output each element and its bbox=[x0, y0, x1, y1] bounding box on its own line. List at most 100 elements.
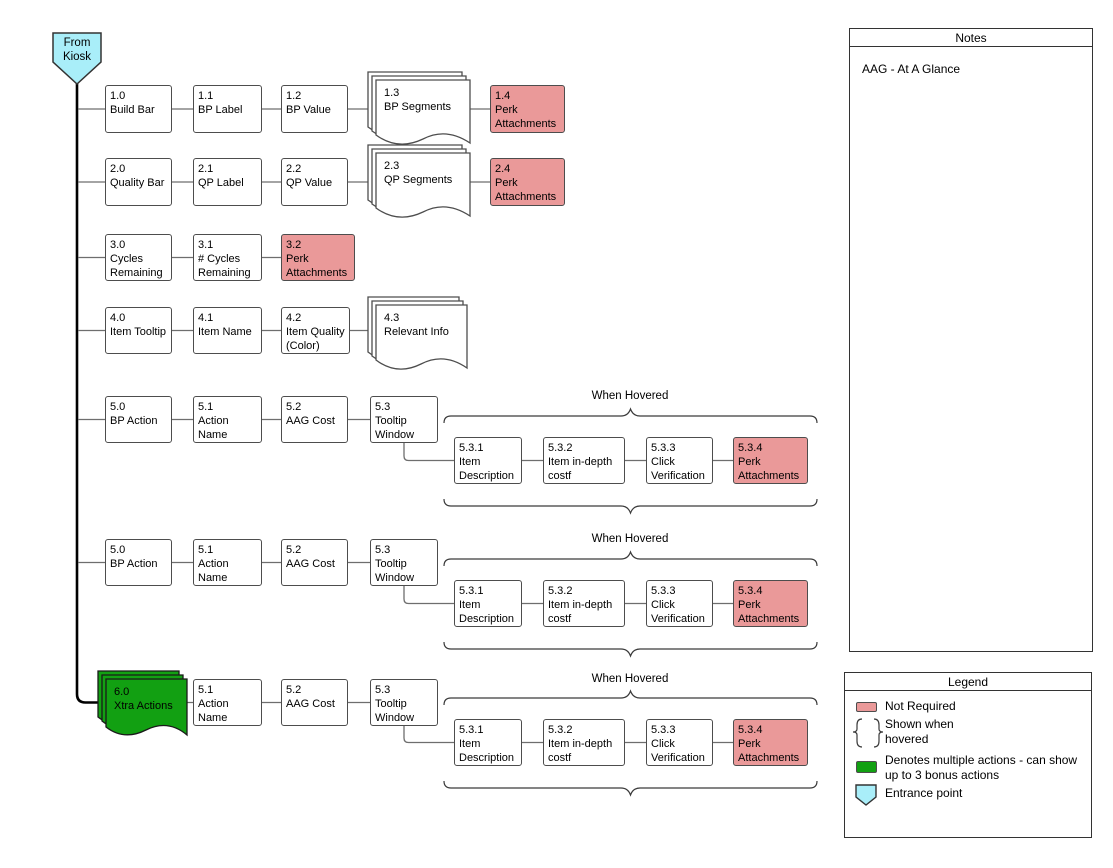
node-label: Item Description bbox=[459, 456, 515, 482]
node-label: Action Name bbox=[198, 415, 229, 441]
node-label: QP Label bbox=[198, 177, 244, 189]
node-3-2-perk-attachments: 3.2 Perk Attachments bbox=[281, 234, 355, 281]
node-id: 1.3 bbox=[384, 87, 400, 99]
when-hovered-label-r6: When Hovered bbox=[591, 533, 669, 545]
node-id: 5.3.3 bbox=[651, 724, 676, 736]
node-id: 1.0 bbox=[110, 90, 126, 102]
node-id: 2.0 bbox=[110, 163, 126, 175]
node-id: 5.2 bbox=[286, 684, 302, 696]
node-5-3-1-item-description-r5: 5.3.1 Item Description bbox=[454, 437, 522, 484]
node-5-1-action-name-r5: 5.1 Action Name bbox=[193, 396, 262, 443]
node-id: 4.2 bbox=[286, 312, 302, 324]
node-id: 5.1 bbox=[198, 401, 214, 413]
node-2-0-quality-bar: 2.0 Quality Bar bbox=[105, 158, 172, 206]
node-5-3-4-perk-attachments-r7: 5.3.4 Perk Attachments bbox=[733, 719, 808, 766]
node-id: 5.2 bbox=[286, 544, 302, 556]
node-5-3-3-click-verification-r7: 5.3.3 Click Verification bbox=[646, 719, 713, 766]
node-id: 2.4 bbox=[495, 163, 511, 175]
node-label: Perk Attachments bbox=[738, 599, 800, 625]
node-label: Relevant Info bbox=[384, 326, 449, 338]
when-hovered-label-r7: When Hovered bbox=[591, 673, 669, 685]
node-id: 1.2 bbox=[286, 90, 302, 102]
row7-tooltip-elbow bbox=[403, 726, 454, 744]
node-id: 5.0 bbox=[110, 401, 126, 413]
notes-title: Notes bbox=[850, 29, 1092, 47]
node-id: 5.3.2 bbox=[548, 442, 573, 454]
node-1-2-bp-value: 1.2 BP Value bbox=[281, 85, 348, 133]
node-5-0-bp-action-r5: 5.0 BP Action bbox=[105, 396, 172, 443]
hover-braces-icon bbox=[852, 718, 884, 748]
node-label: Click Verification bbox=[651, 599, 705, 625]
multidoc-xtra-actions bbox=[97, 670, 188, 737]
node-5-1-action-name-r6: 5.1 Action Name bbox=[193, 539, 262, 586]
multidoc-qp-segments bbox=[367, 144, 471, 218]
node-id: 5.3 bbox=[375, 544, 391, 556]
node-label: QP Segments bbox=[384, 174, 453, 186]
node-label: Perk Attachments bbox=[286, 253, 348, 279]
node-id: 6.0 bbox=[114, 686, 130, 698]
node-6-0-xtra-actions: 6.0 Xtra Actions bbox=[110, 682, 184, 726]
entrance-shape bbox=[52, 32, 102, 86]
node-5-3-tooltip-window-r5: 5.3 Tooltip Window bbox=[370, 396, 438, 443]
node-label: Perk Attachments bbox=[738, 738, 800, 764]
node-label: Tooltip Window bbox=[375, 415, 415, 441]
node-id: 5.3.1 bbox=[459, 585, 484, 597]
node-label: Item in-depth costf bbox=[548, 599, 613, 625]
node-label: Quality Bar bbox=[110, 177, 165, 189]
legend-title: Legend bbox=[845, 673, 1091, 691]
node-label: Click Verification bbox=[651, 456, 705, 482]
node-2-2-qp-value: 2.2 QP Value bbox=[281, 158, 348, 206]
notes-body: AAG - At A Glance bbox=[862, 62, 961, 76]
node-id: 4.0 bbox=[110, 312, 126, 324]
node-id: 5.3.2 bbox=[548, 585, 573, 597]
node-id: 5.2 bbox=[286, 401, 302, 413]
node-label: Item Description bbox=[459, 599, 515, 625]
node-id: 5.3.4 bbox=[738, 442, 763, 454]
node-label: Perk Attachments bbox=[738, 456, 800, 482]
node-id: 5.3.4 bbox=[738, 585, 763, 597]
node-5-3-2-item-in-depth-cost-r5: 5.3.2 Item in-depth costf bbox=[543, 437, 625, 484]
node-id: 5.3.3 bbox=[651, 585, 676, 597]
node-label: Item Tooltip bbox=[110, 326, 167, 338]
node-id: 4.3 bbox=[384, 312, 400, 324]
legend-item-label: Shown when hovered bbox=[885, 717, 954, 746]
node-label: AAG Cost bbox=[286, 415, 335, 427]
node-5-0-bp-action-r6: 5.0 BP Action bbox=[105, 539, 172, 586]
node-label: BP Action bbox=[110, 558, 158, 570]
node-1-4-perk-attachments: 1.4 Perk Attachments bbox=[490, 85, 565, 133]
node-id: 2.2 bbox=[286, 163, 302, 175]
entrance-point: From Kiosk bbox=[53, 36, 101, 64]
node-2-1-qp-label: 2.1 QP Label bbox=[193, 158, 262, 206]
node-label: Item Quality (Color) bbox=[286, 326, 345, 352]
node-4-2-item-quality: 4.2 Item Quality (Color) bbox=[281, 307, 350, 354]
node-id: 3.1 bbox=[198, 239, 214, 251]
node-id: 5.3.4 bbox=[738, 724, 763, 736]
when-hovered-label-r5: When Hovered bbox=[591, 390, 669, 402]
node-label: AAG Cost bbox=[286, 558, 335, 570]
node-4-0-item-tooltip: 4.0 Item Tooltip bbox=[105, 307, 172, 354]
node-id: 3.2 bbox=[286, 239, 302, 251]
node-label: Perk Attachments bbox=[495, 177, 557, 203]
node-label: BP Value bbox=[286, 104, 331, 116]
entrance-point-icon bbox=[855, 784, 877, 806]
node-5-3-tooltip-window-r7: 5.3 Tooltip Window bbox=[370, 679, 438, 726]
multidoc-bp-segments bbox=[367, 71, 471, 145]
node-label: Tooltip Window bbox=[375, 558, 415, 584]
node-2-4-perk-attachments: 2.4 Perk Attachments bbox=[490, 158, 565, 206]
node-label: Item Description bbox=[459, 738, 515, 764]
node-5-3-tooltip-window-r6: 5.3 Tooltip Window bbox=[370, 539, 438, 586]
row5-tooltip-elbow bbox=[403, 443, 454, 462]
node-id: 3.0 bbox=[110, 239, 126, 251]
node-2-3-qp-segments: 2.3 QP Segments bbox=[380, 156, 468, 200]
row6-tooltip-elbow bbox=[403, 586, 454, 605]
node-label: Perk Attachments bbox=[495, 104, 557, 130]
node-5-3-1-item-description-r7: 5.3.1 Item Description bbox=[454, 719, 522, 766]
node-label: Click Verification bbox=[651, 738, 705, 764]
node-id: 5.1 bbox=[198, 684, 214, 696]
node-4-1-item-name: 4.1 Item Name bbox=[193, 307, 262, 354]
node-5-3-4-perk-attachments-r6: 5.3.4 Perk Attachments bbox=[733, 580, 808, 627]
node-label: AAG Cost bbox=[286, 698, 335, 710]
node-5-1-action-name-r7: 5.1 Action Name bbox=[193, 679, 262, 726]
